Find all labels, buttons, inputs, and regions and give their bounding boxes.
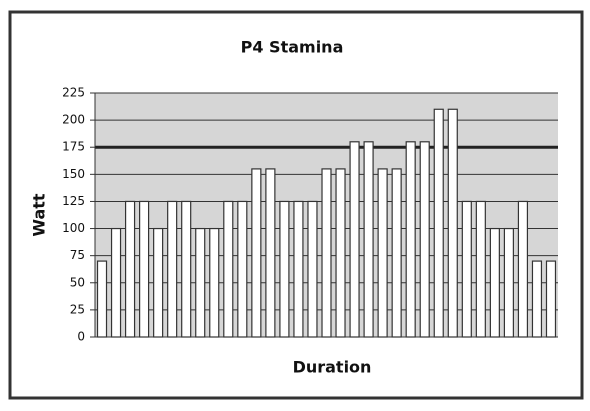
y-tick-label: 0	[77, 330, 85, 344]
y-tick-label: 125	[62, 194, 85, 208]
bar	[363, 141, 374, 338]
bar	[237, 200, 248, 338]
bar	[349, 141, 360, 338]
bar	[391, 168, 402, 338]
bar	[433, 108, 444, 338]
y-tick-label: 150	[62, 167, 85, 181]
bar	[293, 200, 304, 338]
bar	[503, 227, 514, 338]
y-tick-label: 175	[62, 140, 85, 154]
bar	[545, 260, 557, 338]
y-tick-label: 25	[70, 302, 85, 316]
y-tick-label: 200	[62, 113, 85, 127]
bar	[517, 200, 529, 338]
y-tick-label: 50	[70, 275, 85, 289]
y-tick-label: 100	[62, 221, 85, 235]
bar	[377, 168, 388, 338]
bar	[461, 200, 472, 338]
bar	[209, 227, 220, 338]
x-axis-label: Duration	[293, 358, 372, 377]
bar	[139, 200, 150, 338]
y-axis-label: Watt	[30, 193, 49, 237]
bar	[335, 168, 346, 338]
bar	[321, 168, 332, 338]
bar	[265, 168, 276, 338]
bar	[223, 200, 234, 338]
y-tick-label: 225	[62, 86, 85, 100]
bar	[96, 260, 108, 338]
bar	[307, 200, 318, 338]
bar	[531, 260, 543, 338]
bar	[447, 108, 458, 338]
chart-title: P4 Stamina	[241, 38, 344, 57]
bar	[195, 227, 206, 338]
y-tick-label: 75	[70, 248, 85, 262]
bar	[405, 141, 416, 338]
bar	[110, 227, 122, 338]
bar	[251, 168, 262, 338]
bar	[167, 200, 178, 338]
bar	[124, 200, 136, 338]
bar	[153, 227, 164, 338]
bar	[475, 200, 486, 338]
bar	[419, 141, 430, 338]
bar	[279, 200, 290, 338]
bar	[489, 227, 500, 338]
bar	[181, 200, 192, 338]
